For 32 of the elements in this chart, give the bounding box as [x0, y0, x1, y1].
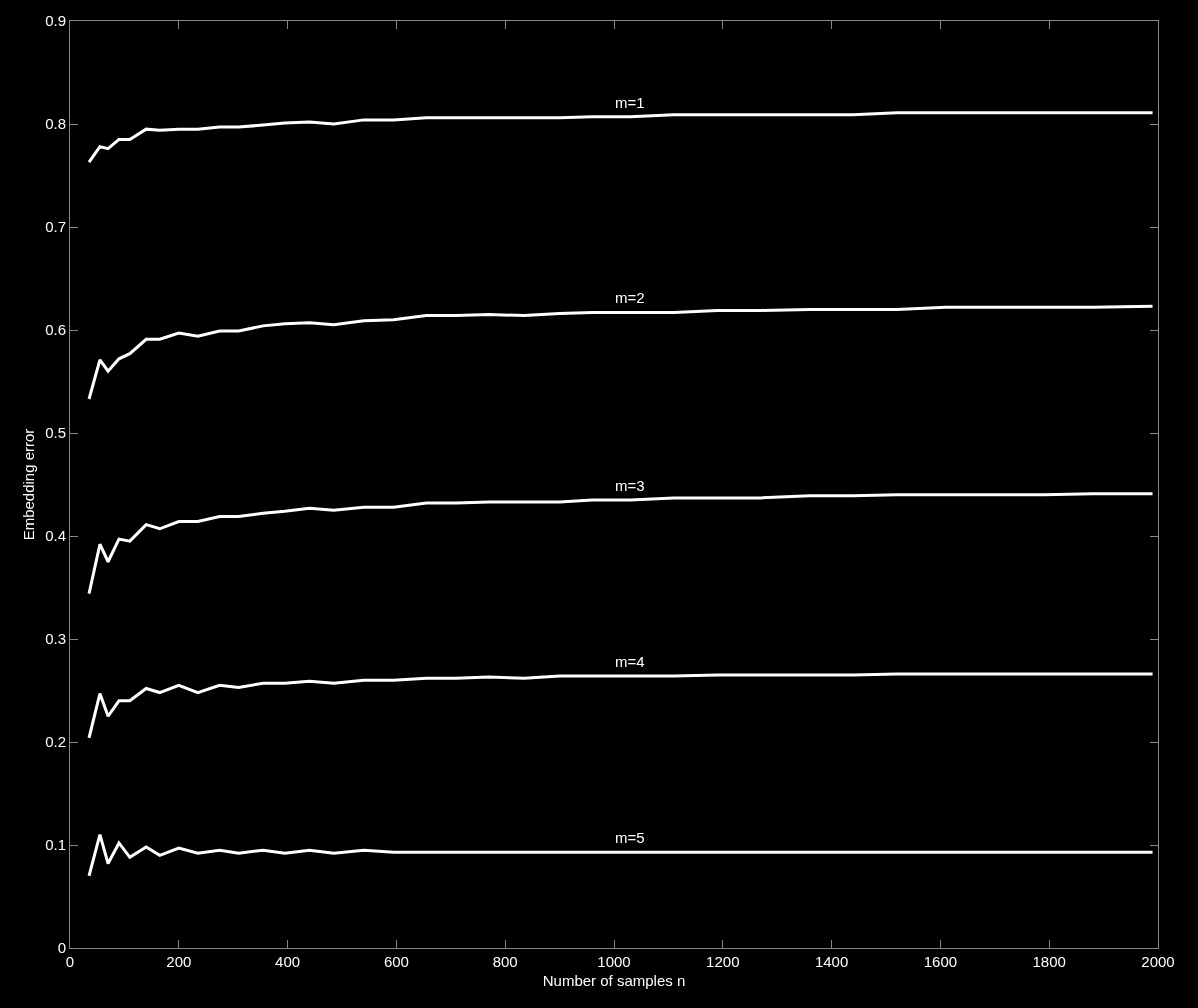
x-tick-label: 600	[383, 953, 409, 970]
line-series	[87, 833, 1155, 878]
y-tick-label: 0.2	[45, 733, 66, 751]
y-tick-label: 0.4	[45, 527, 66, 545]
y-tick-label: 0.6	[45, 321, 66, 339]
x-tick-label: 400	[275, 953, 301, 970]
x-tick-label: 1400	[814, 953, 849, 970]
x-tick-label: 1000	[597, 953, 631, 970]
line-series	[87, 672, 1155, 740]
y-tick-label: 0.5	[45, 424, 66, 442]
line-series	[87, 111, 1155, 164]
x-tick-label: 1600	[923, 953, 958, 970]
series-label: m=4	[615, 653, 645, 670]
y-tick-label: 0.9	[45, 12, 66, 30]
series-label: m=1	[615, 94, 645, 111]
y-tick-label: 0	[57, 939, 66, 957]
line-series	[87, 492, 1155, 596]
x-tick-label: 2000	[1141, 953, 1175, 970]
x-tick-label: 200	[166, 953, 192, 970]
y-tick-label: 0.1	[45, 836, 66, 854]
line-series	[87, 304, 1155, 401]
x-tick-label: 1800	[1032, 953, 1066, 970]
x-tick-label: 800	[492, 953, 518, 970]
y-axis-title: Embedding error	[20, 428, 38, 541]
y-tick-label: 0.3	[45, 630, 66, 648]
series-label: m=5	[615, 829, 645, 846]
series-label: m=3	[615, 477, 645, 494]
series-label: m=2	[615, 289, 645, 306]
y-tick-label: 0.8	[45, 115, 66, 133]
x-axis-title: Number of samples n	[542, 972, 686, 989]
y-tick-label: 0.7	[45, 218, 66, 236]
x-tick-label: 1200	[706, 953, 740, 970]
